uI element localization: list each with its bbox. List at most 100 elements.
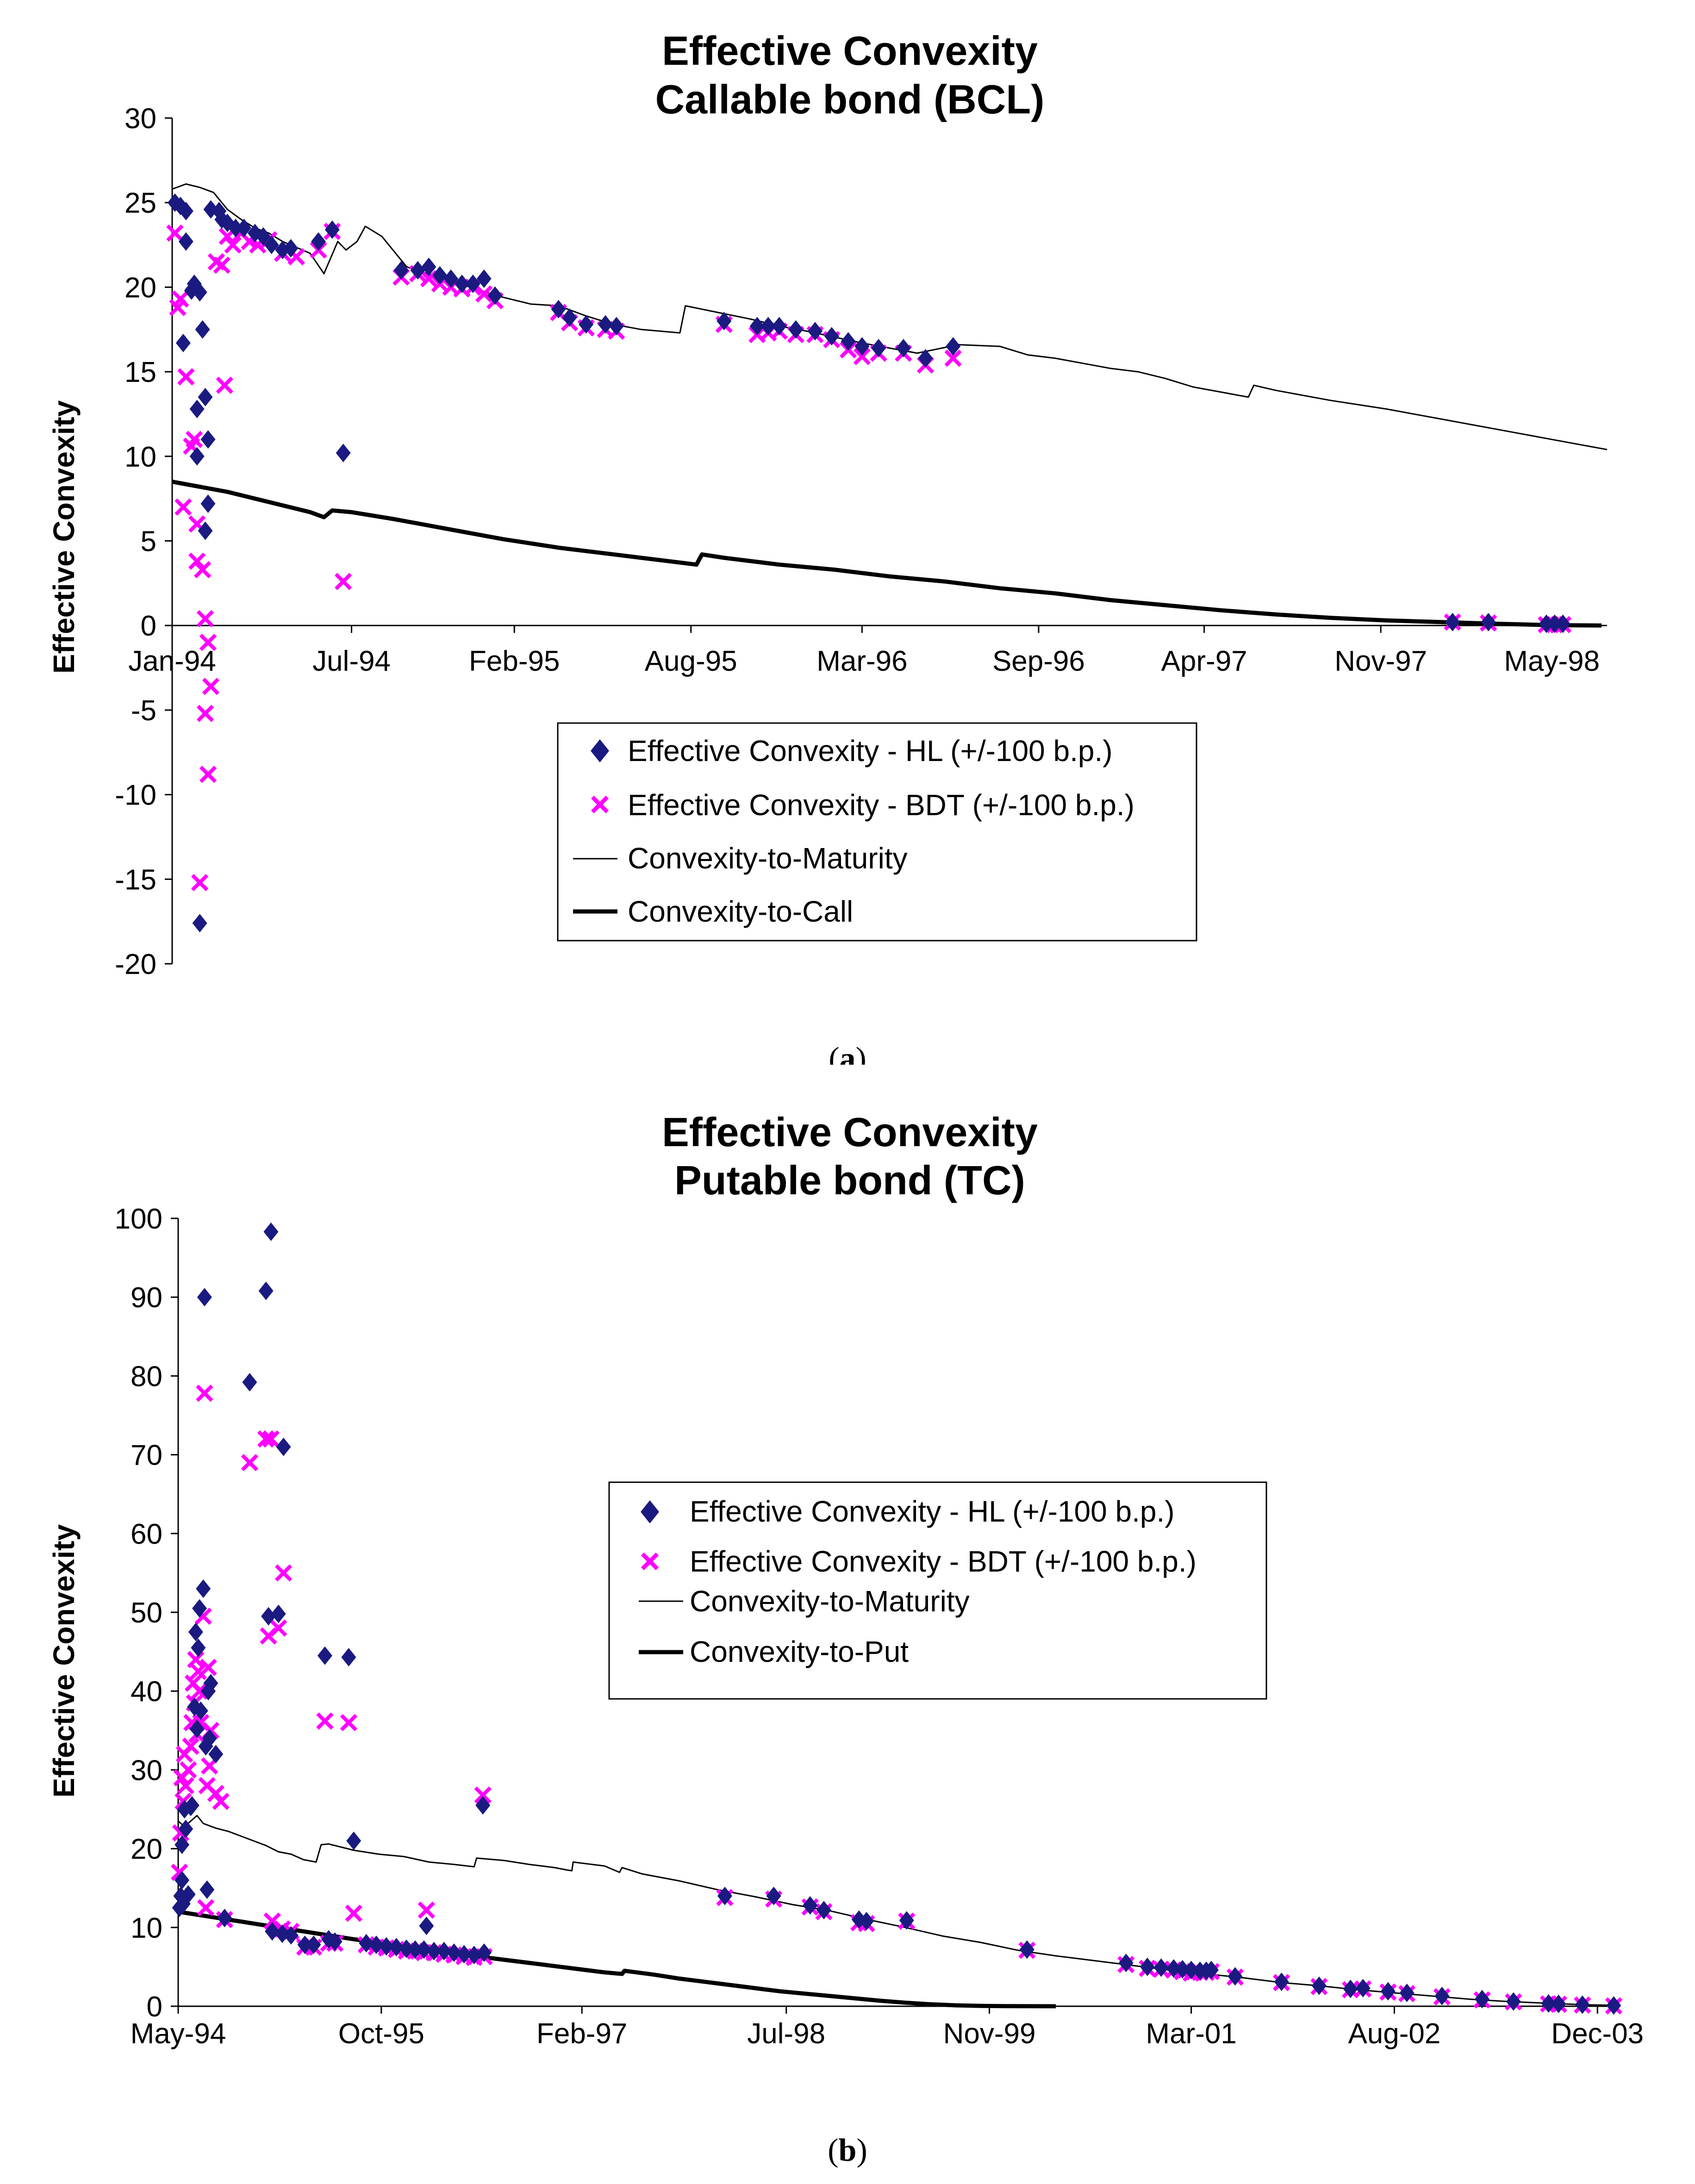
hl-point: [772, 317, 787, 336]
hl-point: [368, 1935, 384, 1954]
bdt-point: [196, 1385, 213, 1402]
bdt-point: [199, 1659, 217, 1676]
hl-point: [421, 257, 436, 276]
bdt-point: [202, 678, 220, 695]
hl-point: [841, 332, 856, 351]
x-tick-label: Jul-94: [312, 645, 391, 677]
y-tick-label: 90: [131, 1282, 162, 1314]
x-tick-label: Dec-03: [1551, 2018, 1644, 2050]
hl-point: [419, 1916, 434, 1935]
hl-point: [1380, 1982, 1396, 2001]
x-tick-label: Mar-01: [1146, 2018, 1236, 2050]
y-tick-label: 25: [125, 187, 156, 219]
y-tick-label: 20: [131, 1834, 162, 1866]
hl-point: [1118, 1953, 1134, 1972]
hl-point: [899, 1911, 914, 1930]
bdt-point: [340, 1714, 358, 1731]
hl-point: [946, 337, 961, 356]
hl-point: [359, 1934, 374, 1953]
hl-point: [476, 269, 492, 288]
bdt-point: [193, 561, 212, 579]
hl-point: [446, 1943, 461, 1962]
hl-point: [1355, 1978, 1371, 1997]
x-tick-label: Aug-02: [1348, 2018, 1440, 2050]
hl-point: [192, 914, 207, 933]
hl-point: [1166, 1959, 1181, 1978]
bdt-point: [186, 431, 203, 448]
legend: Effective Convexity - HL (+/-100 b.p.) E…: [608, 1481, 1267, 1700]
hl-point: [854, 337, 870, 356]
bdt-point: [191, 874, 209, 892]
legend-item-hl: Effective Convexity - HL (+/-100 b.p.): [690, 1495, 1175, 1528]
bdt-point: [188, 552, 206, 570]
hl-point: [199, 1880, 215, 1899]
hl-point: [184, 1796, 199, 1815]
hl-point: [1575, 1995, 1590, 2014]
hl-point: [174, 1871, 190, 1890]
chart-callable-bond: Effective Convexity Callable bond (BCL) …: [47, 28, 1608, 1065]
legend: Effective Convexity - HL (+/-100 b.p.) E…: [557, 722, 1197, 942]
bdt-point: [316, 1712, 334, 1730]
hl-point: [346, 1831, 361, 1850]
hl-point: [436, 1941, 452, 1960]
hl-point: [788, 320, 804, 339]
hl-point: [1228, 1967, 1243, 1986]
hl-point: [271, 1604, 286, 1623]
bdt-point: [270, 1619, 287, 1637]
bdt-point: [212, 1792, 230, 1810]
hl-point: [174, 1835, 190, 1854]
hl-point: [551, 300, 566, 318]
y-tick-label: -20: [115, 948, 156, 980]
y-axis-label: Effective Convexity: [47, 400, 81, 674]
hl-point: [851, 1910, 866, 1929]
x-tick-label: May-98: [1504, 645, 1600, 677]
hl-point: [1175, 1960, 1190, 1979]
hl-point: [456, 1945, 472, 1964]
y-tick-label: -10: [115, 780, 156, 811]
hl-point: [475, 1796, 491, 1815]
hl-point: [198, 521, 213, 540]
convexity-to-maturity-line: [178, 1815, 1620, 2006]
hl-point: [242, 1373, 257, 1392]
hl-point: [297, 1935, 312, 1954]
bdt-point: [180, 1761, 197, 1779]
hl-point: [1555, 614, 1570, 633]
y-tick-label: 10: [131, 1912, 162, 1944]
hl-point: [175, 333, 191, 352]
hl-point: [265, 1922, 280, 1941]
hl-point: [327, 1932, 343, 1951]
bdt-point: [199, 634, 217, 651]
hl-point: [200, 494, 216, 513]
hl-point: [192, 283, 207, 302]
bdt-point: [199, 766, 217, 783]
hl-point: [717, 312, 732, 331]
hl-point: [181, 1885, 196, 1904]
hl-point: [203, 1674, 218, 1693]
bdt-point: [224, 236, 242, 254]
bdt-point: [274, 1564, 293, 1582]
hl-point: [1606, 1996, 1621, 2015]
hl-point: [196, 1579, 211, 1598]
hl-point: [324, 220, 340, 239]
x-tick-label: Nov-97: [1334, 645, 1427, 677]
tick-labels: 30 25 20 15 10 5 0 -5 -10 -15 -20 Jan-94 Jul-94 Feb-9…: [115, 103, 1600, 980]
hl-point: [379, 1937, 394, 1956]
hl-point: [896, 338, 911, 357]
hl-point: [274, 1924, 290, 1943]
hl-point: [306, 1935, 321, 1954]
convexity-to-call-line: [172, 480, 1602, 628]
hl-point: [487, 286, 503, 305]
hl-point: [197, 1288, 212, 1307]
x-tick-label: Mar-96: [816, 645, 907, 677]
bdt-point: [182, 1737, 199, 1755]
hl-point: [476, 1943, 492, 1962]
hl-point: [1343, 1979, 1358, 1998]
hl-point: [228, 218, 243, 237]
y-tick-label: 80: [131, 1360, 162, 1392]
hl-point: [1019, 1940, 1034, 1959]
hl-point: [717, 1886, 732, 1905]
panel-caption: (b): [828, 2133, 867, 2168]
bdt-point: [218, 228, 236, 245]
hl-point: [1506, 1992, 1521, 2011]
